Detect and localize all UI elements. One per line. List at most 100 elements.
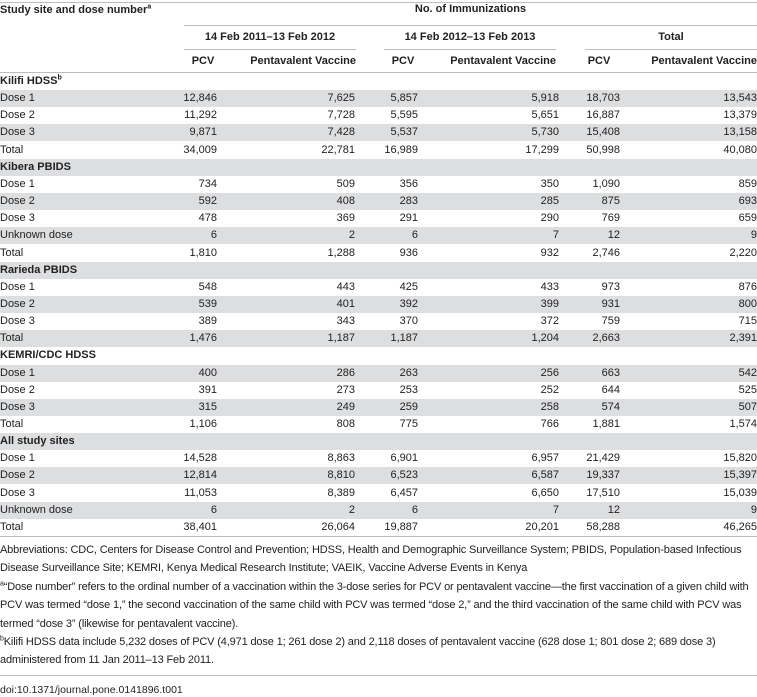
table-cell: 6,650 — [531, 486, 559, 499]
bottom-rule — [0, 536, 757, 537]
doi-rule — [0, 675, 757, 676]
table-row: Dose 1 734 509 356 350 1,090 859 — [0, 176, 757, 193]
table-cell: 15,820 — [723, 452, 757, 465]
table-cell: 253 — [399, 383, 418, 396]
row-label: Total — [0, 418, 24, 430]
table-cell: 13,543 — [723, 92, 757, 105]
table-cell: 21,429 — [586, 452, 620, 465]
table-cell: 1,574 — [729, 418, 757, 430]
table-cell: 5,651 — [531, 109, 559, 122]
table-cell: 34,009 — [183, 143, 217, 156]
table-cell: 663 — [601, 366, 620, 379]
table-cell: 8,863 — [327, 452, 355, 465]
row-label: Dose 2 — [0, 383, 35, 396]
table-cell: 7 — [552, 229, 559, 242]
row-label: Dose 3 — [0, 486, 35, 499]
section-title-text: KEMRI/CDC HDSS — [0, 349, 96, 362]
table-cell: 9 — [750, 229, 757, 242]
table-cell: 9,871 — [189, 126, 217, 139]
table-cell: 13,379 — [723, 109, 757, 122]
row-label: Dose 1 — [0, 452, 35, 465]
table-cell: 17,299 — [525, 143, 559, 156]
row-label: Dose 1 — [0, 177, 35, 190]
section-header-row: KEMRI/CDC HDSS — [0, 347, 757, 364]
table-cell: 46,265 — [723, 520, 757, 533]
table-row: Dose 3 315 249 259 258 574 507 — [0, 398, 757, 416]
table-cell: 26,064 — [321, 520, 355, 533]
table-cell: 1,810 — [189, 246, 217, 259]
stub-header: Study site and dose numbera — [0, 3, 152, 16]
section-title-text: Kibera PBIDS — [0, 160, 71, 173]
section-header-row: Kilifi HDSSb — [0, 73, 757, 90]
table-cell: 443 — [336, 280, 355, 293]
row-label: Dose 1 — [0, 366, 35, 379]
period-header-2: 14 Feb 2012–13 Feb 2013 — [404, 31, 536, 43]
table-cell: 769 — [601, 212, 620, 225]
table-row: Dose 1 12,846 7,625 5,857 5,918 18,703 13,543 — [0, 90, 757, 108]
table-cell: 6,957 — [531, 452, 559, 465]
table-cell: 18,703 — [586, 92, 620, 105]
table-cell: 6,457 — [390, 486, 418, 499]
table-cell: 50,998 — [586, 143, 620, 156]
table-cell: 659 — [738, 212, 757, 225]
row-label: Total — [0, 520, 24, 533]
table-cell: 263 — [399, 366, 418, 379]
table-cell: 315 — [198, 400, 217, 413]
table-cell: 7 — [552, 503, 559, 516]
section-title: Kibera PBIDS — [0, 160, 71, 175]
col-header-pcv-3: PCV — [587, 55, 611, 67]
top-rule — [0, 2, 757, 3]
period-rule-3 — [585, 49, 757, 50]
table-cell: 372 — [540, 315, 559, 328]
table-cell: 693 — [738, 195, 757, 208]
table-cell: 11,292 — [184, 109, 217, 122]
table-cell: 775 — [399, 418, 418, 430]
table-cell: 58,288 — [586, 520, 620, 533]
table-row: Dose 3 11,053 8,389 6,457 6,650 17,510 15,039 — [0, 485, 757, 502]
table-cell: 356 — [399, 177, 418, 190]
table-row: Dose 1 548 443 425 433 973 876 — [0, 279, 757, 296]
table-cell: 2,663 — [592, 332, 620, 345]
table-row: Total 38,401 26,064 19,887 20,201 58,288 46,26… — [0, 519, 757, 536]
row-label: Dose 1 — [0, 280, 35, 293]
doi-link[interactable]: doi:10.1371/journal.pone.0141896.t001 — [0, 684, 183, 696]
table-row: Dose 3 9,871 7,428 5,537 5,730 15,408 13,158 — [0, 124, 757, 142]
table-cell: 13,158 — [723, 126, 757, 139]
table-cell: 433 — [540, 280, 559, 293]
row-label: Dose 1 — [0, 92, 35, 105]
period-rule-2 — [384, 49, 556, 50]
table-cell: 592 — [198, 195, 217, 208]
row-label: Dose 3 — [0, 212, 35, 225]
table-cell: 478 — [198, 212, 217, 225]
footnote-b: bKilifi HDSS data include 5,232 doses of… — [0, 635, 716, 667]
table-cell: 350 — [540, 177, 559, 190]
section-title: KEMRI/CDC HDSS — [0, 348, 96, 363]
table-cell: 258 — [540, 400, 559, 413]
table-row: Total 34,009 22,781 16,989 17,299 50,998 40,08… — [0, 142, 757, 159]
table-cell: 1,106 — [189, 418, 217, 430]
table-cell: 15,397 — [723, 469, 757, 482]
row-label: Dose 2 — [0, 297, 35, 310]
table-cell: 273 — [336, 383, 355, 396]
table-cell: 766 — [540, 418, 559, 430]
row-label: Unknown dose — [0, 503, 73, 516]
section-title-text: Kilifi HDSS — [0, 75, 58, 87]
table-row: Dose 3 389 343 370 372 759 715 — [0, 313, 757, 330]
table-cell: 1,881 — [592, 418, 620, 430]
table-cell: 12 — [607, 229, 620, 242]
table-row: Dose 1 400 286 263 256 663 542 — [0, 364, 757, 382]
table-cell: 2 — [348, 229, 355, 242]
table-cell: 875 — [601, 195, 620, 208]
table-cell: 2,220 — [729, 246, 757, 259]
table-footnotes: Abbreviations: CDC, Centers for Disease … — [0, 541, 757, 670]
table-cell: 876 — [738, 280, 757, 293]
table-cell: 259 — [399, 400, 418, 413]
table-row: Total 1,810 1,288 936 932 2,746 2,220 — [0, 245, 757, 262]
table-cell: 1,288 — [327, 246, 355, 259]
spanner-header: No. of Immunizations — [414, 3, 527, 15]
table-cell: 15,039 — [723, 486, 757, 499]
row-label: Dose 2 — [0, 195, 35, 208]
table-cell: 343 — [336, 315, 355, 328]
header-rule — [0, 72, 757, 73]
table-cell: 7,625 — [327, 92, 355, 105]
